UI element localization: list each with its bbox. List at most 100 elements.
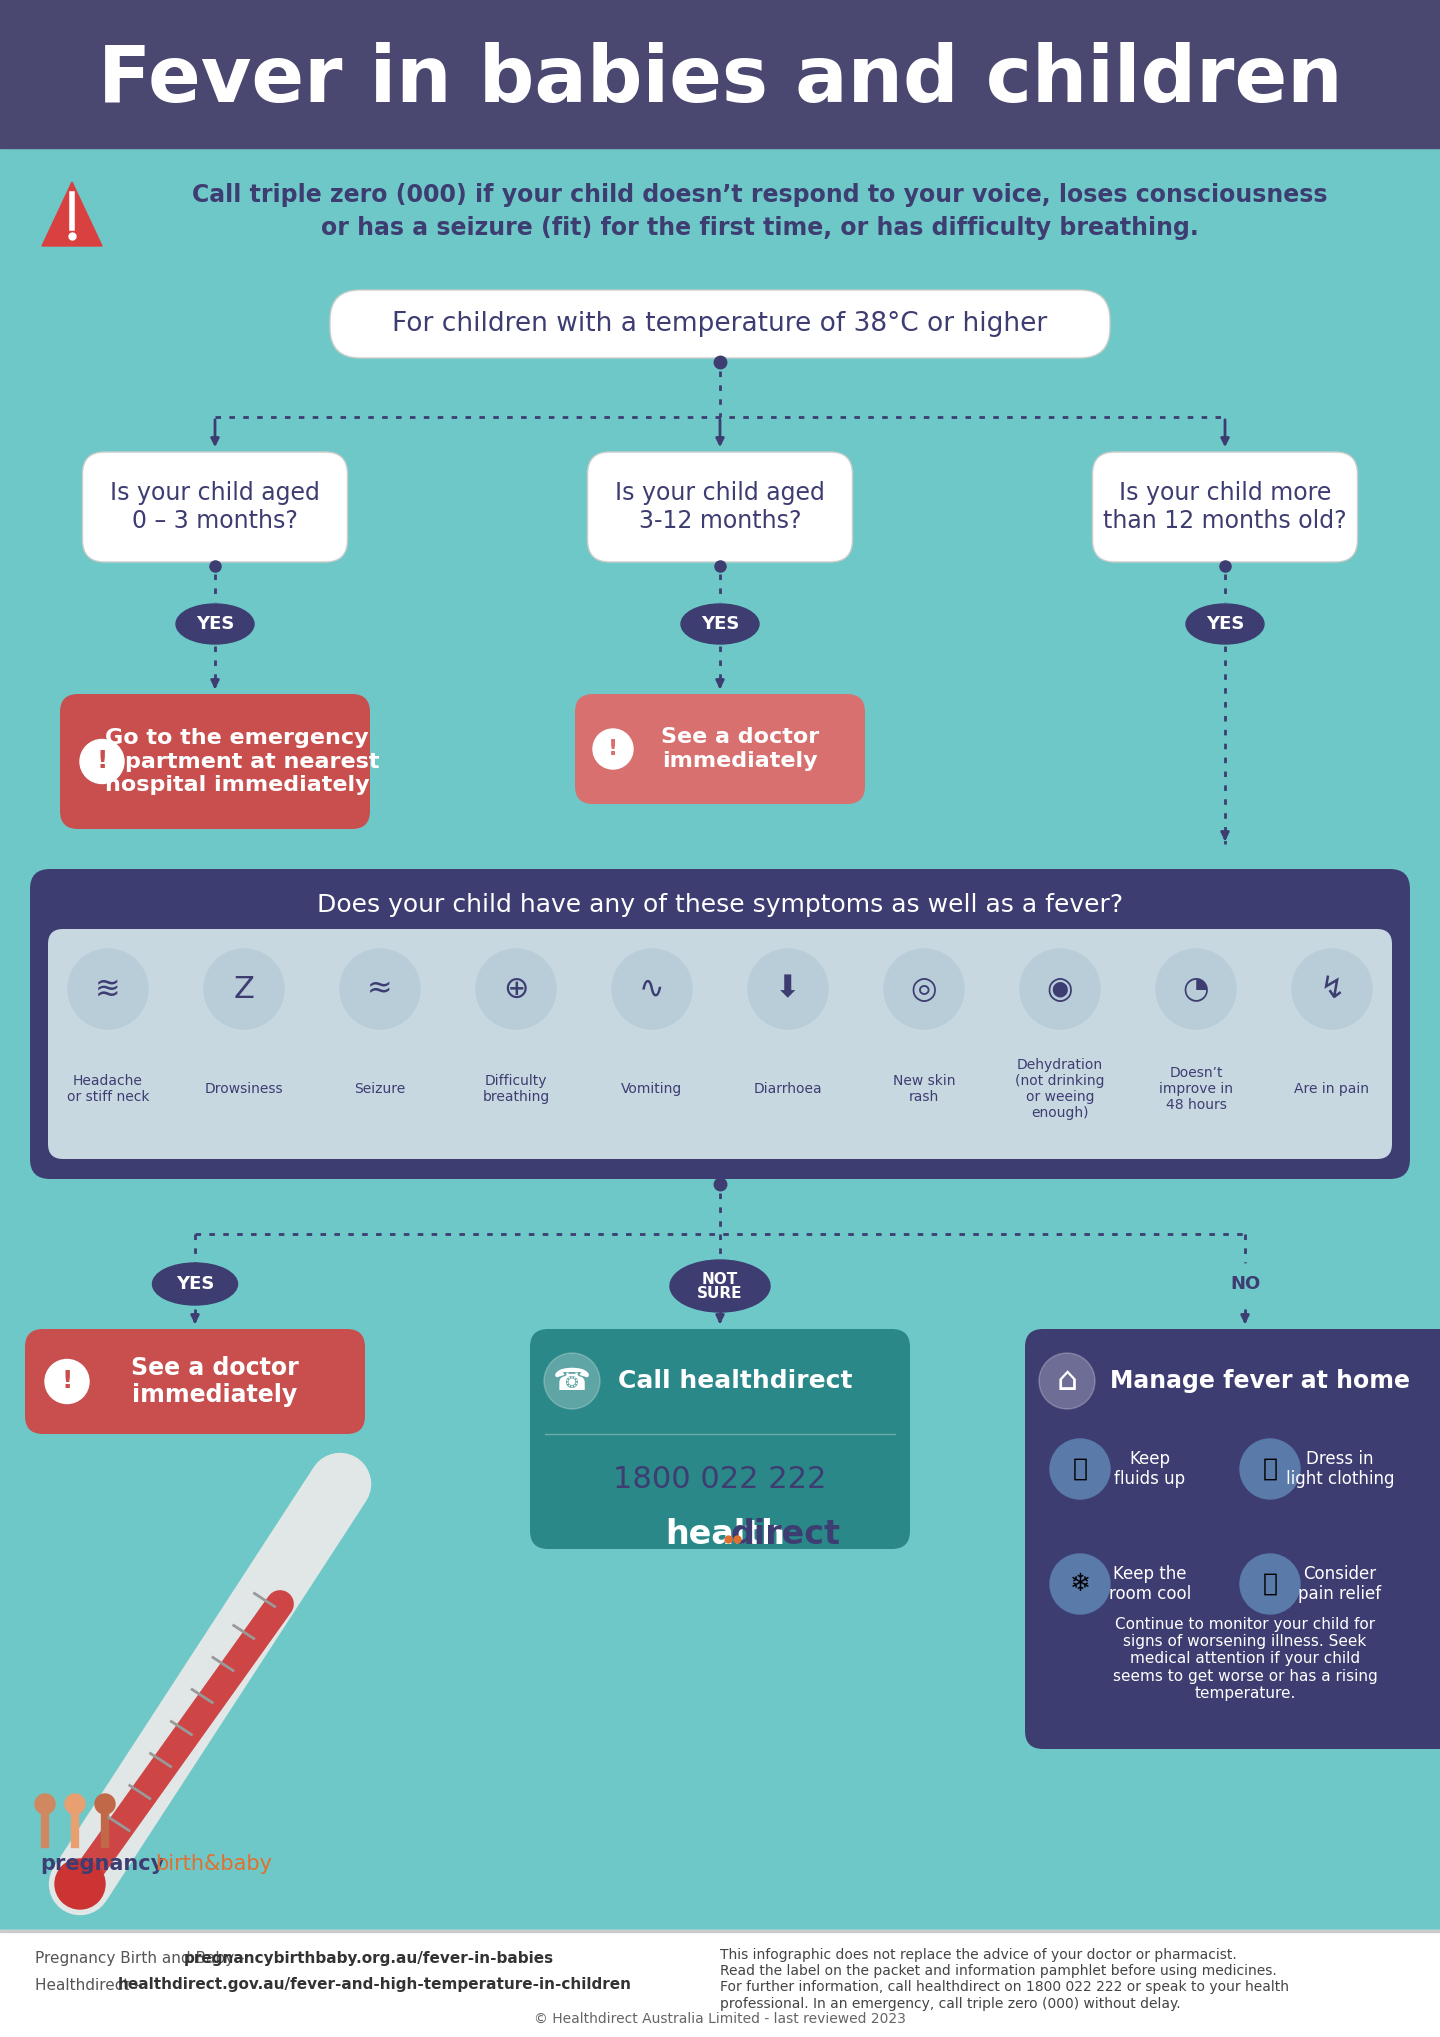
Text: Drowsiness: Drowsiness [204,1082,284,1096]
FancyBboxPatch shape [60,695,370,829]
Circle shape [1050,1554,1110,1613]
Text: ∿: ∿ [639,974,665,1004]
Text: YES: YES [176,1275,215,1293]
Text: health: health [665,1518,785,1550]
Text: !: ! [96,750,108,774]
Text: !: ! [62,1369,72,1393]
Text: This infographic does not replace the advice of your doctor or pharmacist.
Read : This infographic does not replace the ad… [720,1947,1289,2011]
Text: Headache
or stiff neck: Headache or stiff neck [66,1073,150,1104]
Text: birth&baby: birth&baby [156,1854,272,1874]
Text: See a doctor
immediately: See a doctor immediately [131,1355,300,1408]
Text: YES: YES [701,615,739,634]
Ellipse shape [670,1261,770,1312]
Text: pregnancy: pregnancy [40,1854,164,1874]
Text: 👕: 👕 [1263,1456,1277,1481]
Circle shape [747,949,828,1029]
Text: ⊕: ⊕ [503,974,528,1004]
Text: Seizure: Seizure [354,1082,406,1096]
FancyBboxPatch shape [1093,452,1358,562]
Ellipse shape [1205,1265,1284,1304]
Text: © Healthdirect Australia Limited - last reviewed 2023: © Healthdirect Australia Limited - last … [534,2013,906,2027]
Circle shape [593,729,634,770]
FancyBboxPatch shape [330,289,1110,359]
Circle shape [884,949,963,1029]
Text: Vomiting: Vomiting [622,1082,683,1096]
Ellipse shape [681,605,759,644]
Text: 💧: 💧 [1073,1456,1087,1481]
Text: ⌂: ⌂ [1057,1365,1077,1397]
Text: Diarrhoea: Diarrhoea [753,1082,822,1096]
FancyBboxPatch shape [575,695,865,805]
Text: Call triple zero (000) if your child doesn’t respond to your voice, loses consci: Call triple zero (000) if your child doe… [193,183,1328,208]
Text: Call healthdirect: Call healthdirect [618,1369,852,1393]
Text: For children with a temperature of 38°C or higher: For children with a temperature of 38°C … [392,312,1048,336]
Circle shape [55,1860,105,1909]
Text: ◎: ◎ [910,974,937,1004]
Circle shape [612,949,693,1029]
Text: Dress in
light clothing: Dress in light clothing [1286,1450,1394,1489]
Ellipse shape [176,605,253,644]
Text: Keep
fluids up: Keep fluids up [1115,1450,1185,1489]
Text: Dehydration
(not drinking
or weeing
enough): Dehydration (not drinking or weeing enou… [1015,1057,1104,1120]
FancyBboxPatch shape [530,1328,910,1548]
Polygon shape [42,181,102,246]
FancyBboxPatch shape [588,452,852,562]
Text: Are in pain: Are in pain [1295,1082,1369,1096]
Circle shape [1240,1554,1300,1613]
Text: ≈: ≈ [367,974,393,1004]
FancyBboxPatch shape [1025,1328,1440,1750]
Text: YES: YES [1205,615,1244,634]
Text: ◉: ◉ [1047,974,1073,1004]
Text: healthdirect.gov.au/fever-and-high-temperature-in-children: healthdirect.gov.au/fever-and-high-tempe… [118,1978,632,1992]
Circle shape [95,1795,115,1815]
Circle shape [45,1359,89,1403]
Text: Is your child more
than 12 months old?: Is your child more than 12 months old? [1103,481,1346,534]
Text: ☎: ☎ [553,1367,590,1395]
Circle shape [477,949,556,1029]
Text: Doesn’t
improve in
48 hours: Doesn’t improve in 48 hours [1159,1065,1233,1112]
Circle shape [204,949,284,1029]
Text: or has a seizure (fit) for the first time, or has difficulty breathing.: or has a seizure (fit) for the first tim… [321,216,1200,240]
Circle shape [1020,949,1100,1029]
Text: !: ! [608,739,618,760]
Text: NO: NO [1230,1275,1260,1293]
Text: ≋: ≋ [95,974,121,1004]
Circle shape [68,949,148,1029]
Text: Pregnancy Birth and Baby -: Pregnancy Birth and Baby - [35,1951,249,1966]
Text: 1800 022 222: 1800 022 222 [613,1465,827,1493]
Text: ◔: ◔ [1182,974,1210,1004]
Text: ↯: ↯ [1319,974,1345,1004]
Bar [0,1929,1440,2037]
Circle shape [1050,1438,1110,1499]
Text: ❄: ❄ [1070,1573,1090,1597]
Circle shape [1240,1438,1300,1499]
Text: Manage fever at home: Manage fever at home [1110,1369,1410,1393]
Circle shape [544,1353,600,1410]
Text: SURE: SURE [697,1287,743,1302]
Ellipse shape [1187,605,1264,644]
Text: New skin
rash: New skin rash [893,1073,955,1104]
Text: Healthdirect -: Healthdirect - [35,1978,144,1992]
Circle shape [1040,1353,1094,1410]
FancyBboxPatch shape [82,452,347,562]
Circle shape [81,739,124,784]
Text: pregnancybirthbaby.org.au/fever-in-babies: pregnancybirthbaby.org.au/fever-in-babie… [183,1951,553,1966]
Circle shape [340,949,420,1029]
Text: Is your child aged
3-12 months?: Is your child aged 3-12 months? [615,481,825,534]
Circle shape [1292,949,1372,1029]
Text: Does your child have any of these symptoms as well as a fever?: Does your child have any of these sympto… [317,892,1123,917]
FancyBboxPatch shape [24,1328,364,1434]
Text: NOT: NOT [701,1273,739,1287]
Text: Continue to monitor your child for
signs of worsening illness. Seek
medical atte: Continue to monitor your child for signs… [1113,1617,1378,1701]
Bar [0,0,1440,149]
Text: Difficulty
breathing: Difficulty breathing [482,1073,550,1104]
Text: Consider
pain relief: Consider pain relief [1299,1564,1381,1603]
Text: Z: Z [233,974,255,1004]
Circle shape [1156,949,1236,1029]
Text: 💊: 💊 [1263,1573,1277,1597]
Text: Is your child aged
0 – 3 months?: Is your child aged 0 – 3 months? [109,481,320,534]
Ellipse shape [153,1263,238,1306]
Text: ⬇: ⬇ [775,974,801,1004]
Circle shape [35,1795,55,1815]
FancyBboxPatch shape [48,929,1392,1159]
